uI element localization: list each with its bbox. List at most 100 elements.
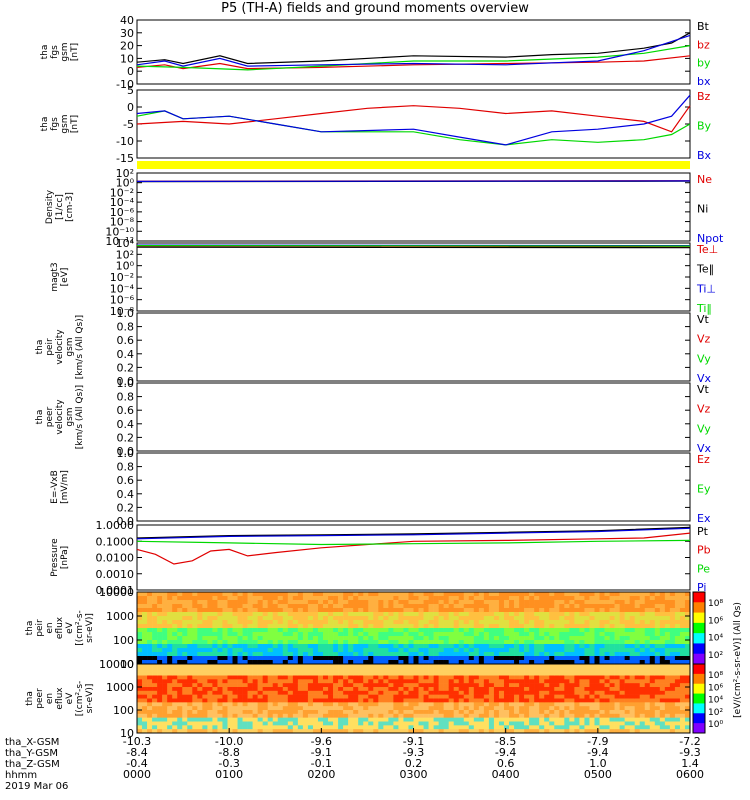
peir-spectrogram-cell: [182, 596, 188, 601]
peir-spectrogram-cell: [453, 640, 460, 645]
peer-spectrogram-cell: [659, 721, 666, 726]
peer-spectrogram-cell: [659, 729, 666, 734]
peer-spectrogram-cell: [589, 702, 595, 707]
peir-spectrogram-cell: [312, 632, 319, 637]
peir-spectrogram-cell: [519, 656, 525, 661]
peir-spectrogram-cell: [554, 600, 560, 605]
peir-spectrogram-cell: [468, 608, 475, 613]
peir-spectrogram-cell: [639, 592, 646, 597]
peir-spectrogram-cell: [272, 652, 279, 657]
peir-spectrogram-cell: [549, 644, 555, 649]
peer-spectrogram-cell: [493, 717, 500, 722]
peir-spectrogram-cell: [514, 628, 520, 633]
peer-spectrogram-cell: [157, 667, 163, 672]
peer-spectrogram-cell: [242, 675, 248, 680]
peir-spectrogram-cell: [448, 596, 455, 601]
pressure-legend-Pi: Pi: [697, 581, 706, 594]
peer-spectrogram-cell: [358, 694, 364, 699]
peir-spectrogram-cell: [433, 600, 439, 605]
peir-spectrogram-cell: [242, 604, 248, 609]
peir-spectrogram-cell: [569, 628, 575, 633]
peir-spectrogram-cell: [488, 656, 495, 661]
peer-spectrogram-cell: [312, 694, 319, 699]
peir-spectrogram-cell: [473, 636, 480, 641]
fgs-ytick-label: 40: [120, 14, 134, 27]
peir-spectrogram-cell: [197, 624, 203, 629]
peir-spectrogram-cell: [307, 620, 314, 625]
peir-spectrogram-cell: [348, 636, 354, 641]
peir-spectrogram-cell: [498, 592, 505, 597]
peer-spectrogram-cell: [277, 702, 284, 707]
peir-spectrogram-cell: [403, 632, 409, 637]
peer-spectrogram-cell: [398, 710, 404, 715]
peir-spectrogram-cell: [182, 632, 188, 637]
peir-spectrogram-cell: [579, 660, 585, 665]
peer-spectrogram-cell: [363, 664, 369, 669]
peer-spectrogram-cell: [644, 710, 651, 715]
peir-spectrogram-cell: [302, 624, 309, 629]
peir-spectrogram-cell: [297, 652, 304, 657]
peer-spectrogram-cell: [458, 664, 465, 669]
peir-spectrogram-cell: [644, 624, 651, 629]
peir-spectrogram-ylabel: en: [45, 622, 55, 633]
peer-spectrogram-cell: [433, 717, 439, 722]
peir-spectrogram-cell: [604, 600, 610, 605]
peer-spectrogram-cell: [503, 667, 510, 672]
peer-spectrogram-cell: [423, 664, 429, 669]
peir-spectrogram-cell: [579, 640, 585, 645]
fgs-line-Bt: [136, 32, 691, 65]
peer-spectrogram-cell: [353, 664, 359, 669]
peer-spectrogram-cell: [659, 694, 666, 699]
pressure-line-Pe: [136, 539, 691, 546]
peir-spectrogram-cell: [519, 608, 525, 613]
peir-spectrogram-cell: [503, 632, 510, 637]
peer-spectrogram-cell: [147, 675, 153, 680]
peir-spectrogram-cell: [197, 592, 203, 597]
peir-spectrogram-cell: [343, 644, 349, 649]
peer-spectrogram-cell: [438, 698, 444, 703]
peir-spectrogram-cell: [147, 632, 153, 637]
peir-spectrogram-cell: [574, 616, 580, 621]
peer-spectrogram-cell: [393, 671, 399, 676]
peir-spectrogram-cell: [378, 592, 384, 597]
peir-spectrogram-cell: [433, 644, 439, 649]
peir-velocity-ylabel: tha: [35, 340, 45, 355]
peir-spectrogram-cell: [679, 628, 686, 633]
peir-spectrogram-cell: [564, 660, 570, 665]
peir-spectrogram-cell: [519, 592, 525, 597]
peer-spectrogram-cell: [348, 710, 354, 715]
peir-spectrogram-cell: [614, 592, 620, 597]
peir-spectrogram-cell: [302, 660, 309, 665]
peir-spectrogram-cell: [418, 600, 424, 605]
peer-spectrogram-cell: [262, 702, 269, 707]
peer-spectrogram-cell: [237, 717, 243, 722]
peir-spectrogram-colorbar-band: [693, 602, 705, 614]
peer-spectrogram-cell: [654, 706, 661, 711]
peir-spectrogram-cell: [222, 604, 228, 609]
peir-spectrogram-cell: [317, 632, 324, 637]
peir-spectrogram-cell: [197, 640, 203, 645]
peir-spectrogram-cell: [388, 660, 394, 665]
peir-spectrogram-cell: [307, 656, 314, 661]
peir-spectrogram-cell: [373, 644, 379, 649]
peir-spectrogram-cell: [564, 620, 570, 625]
peir-velocity-legend-Vt: Vt: [697, 313, 710, 326]
peer-spectrogram-cell: [157, 679, 163, 684]
peir-spectrogram-cell: [524, 592, 530, 597]
peer-spectrogram-cell: [242, 679, 248, 684]
peer-spectrogram-cell: [333, 667, 339, 672]
peer-spectrogram-cell: [277, 721, 284, 726]
peer-spectrogram-cell: [222, 694, 228, 699]
peir-spectrogram-cell: [473, 660, 480, 665]
peer-spectrogram-cell: [272, 729, 279, 734]
peer-spectrogram-cell: [247, 713, 253, 718]
peir-spectrogram-cell: [232, 624, 238, 629]
peir-spectrogram-cell: [282, 628, 289, 633]
peer-spectrogram-cell: [468, 675, 475, 680]
peir-spectrogram-cell: [353, 648, 359, 653]
peer-spectrogram-cell: [272, 690, 279, 695]
peir-spectrogram-cell: [207, 604, 213, 609]
peir-spectrogram-cell: [373, 628, 379, 633]
peir-spectrogram-cell: [197, 660, 203, 665]
peir-spectrogram-cell: [649, 632, 656, 637]
